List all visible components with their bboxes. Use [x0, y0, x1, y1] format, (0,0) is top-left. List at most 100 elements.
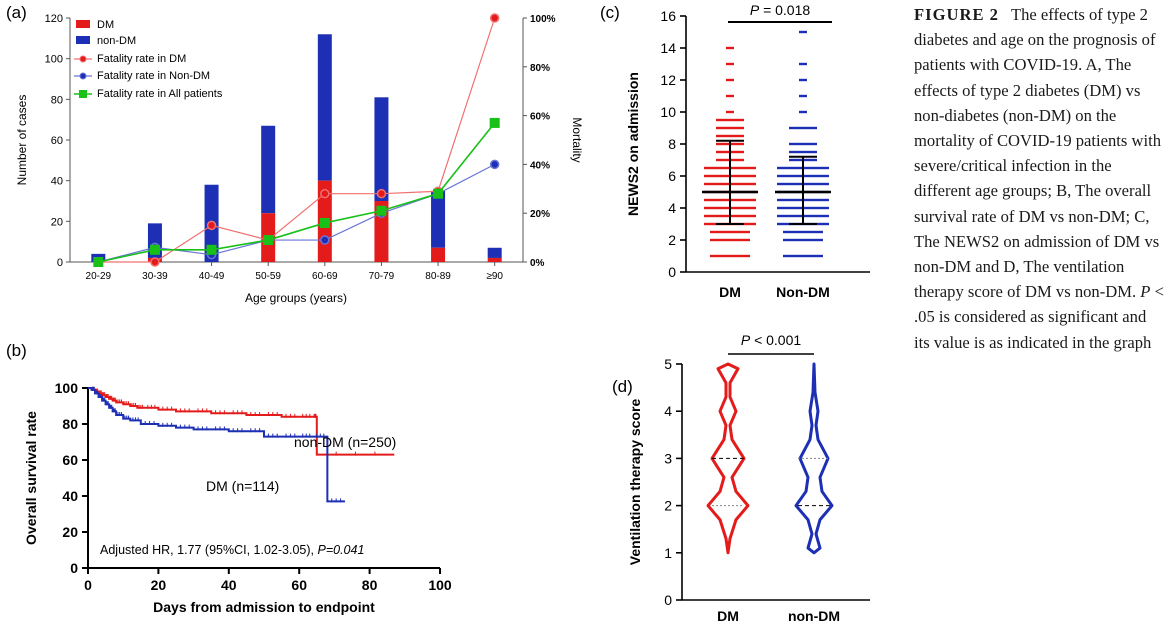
panel-c-xtick-dm: DM	[719, 284, 741, 300]
violin-non-dm	[794, 362, 834, 555]
dot-row-dm	[726, 62, 734, 66]
panel-d-ylabel: Ventilation therapy score	[627, 399, 643, 566]
panel-b-nondm-label: non-DM (n=250)	[294, 434, 396, 450]
panel-d-ytick-label: 2	[664, 498, 672, 514]
panel-b-ytick-label: 100	[55, 380, 79, 396]
figure-caption: FIGURE 2 The effects of type 2 diabetes a…	[914, 2, 1166, 355]
legend-dm-label: DM	[97, 19, 114, 31]
bar-nondm	[317, 34, 332, 181]
panel-a-ytick-label: 40	[51, 176, 63, 188]
fatality-dm-line	[98, 17, 496, 263]
panel-a-right-tick-label: 60%	[530, 112, 550, 123]
panel-a-right-tick-label: 0%	[530, 258, 545, 269]
dot-row-non-dm	[789, 150, 817, 154]
panel-a-chart: (a) 0 20 40 60 80 100 120 0% 20% 40% 60% 80% 100% 2…	[6, 3, 584, 305]
panel-c-annotation: P = 0.018	[750, 2, 811, 18]
legend-fatality-dm-marker	[79, 55, 87, 63]
panel-b-ytick-label: 0	[70, 560, 78, 576]
panel-a-right-tick-label: 40%	[530, 160, 550, 171]
dot-row-non-dm	[789, 126, 817, 130]
legend-dm-swatch	[76, 20, 90, 28]
panel-a-right-tick-label: 100%	[530, 14, 556, 25]
fatality-all-point	[149, 244, 160, 255]
panel-a-ytick-label: 0	[57, 257, 63, 269]
panel-a-xtick-label: 50-59	[255, 271, 281, 282]
panel-c-ytick-label: 12	[660, 72, 676, 88]
panel-a-xlabel: Age groups (years)	[245, 291, 347, 305]
panel-c-ytick-label: 0	[668, 264, 676, 280]
panel-b-ytick-label: 20	[62, 524, 78, 540]
panel-c-ytick-label: 14	[660, 40, 676, 56]
legend-nondm-swatch	[76, 36, 90, 44]
dot-row-non-dm	[799, 78, 807, 82]
dot-row-dm	[710, 230, 750, 234]
panel-a-xtick-label: ≥90	[486, 271, 503, 282]
dot-row-non-dm	[783, 230, 823, 234]
panel-d-label: (d)	[612, 377, 633, 396]
panel-a-xtick-label: 60-69	[312, 271, 338, 282]
fatality-all-point	[489, 117, 500, 128]
panel-c-ylabel: NEWS2 on admission	[625, 72, 641, 216]
fatality-dm-point	[206, 220, 217, 231]
violin-dm	[706, 362, 750, 555]
panel-c-ytick-label: 2	[668, 232, 676, 248]
dot-row-dm	[716, 134, 744, 138]
bar-nondm	[261, 125, 276, 214]
dot-row-dm	[726, 110, 734, 114]
panel-b-xtick-label: 60	[291, 577, 307, 593]
panel-a-xtick-label: 30-39	[142, 271, 168, 282]
fatality-dm-point	[150, 257, 160, 267]
panel-d-ytick-label: 1	[664, 545, 672, 561]
dot-row-dm	[710, 254, 750, 258]
panel-b-label: (b)	[6, 341, 27, 360]
fatality-nondm-point	[489, 159, 500, 170]
panel-d-xtick-dm: DM	[717, 608, 739, 624]
panel-b-xtick-label: 0	[84, 577, 92, 593]
dot-row-dm	[726, 78, 734, 82]
panel-d-ytick-label: 5	[664, 356, 672, 372]
panel-c-ytick-label: 16	[660, 8, 676, 24]
dot-row-dm	[716, 126, 744, 130]
dot-row-non-dm	[783, 238, 823, 242]
panel-b-ylabel: Overall survival rate	[23, 411, 39, 545]
fatality-all-point	[319, 217, 330, 228]
panel-d-ytick-label: 3	[664, 450, 672, 466]
panel-d-annotation: P < 0.001	[741, 332, 802, 348]
panel-a-xtick-label: 40-49	[199, 271, 225, 282]
dot-row-dm	[716, 118, 744, 122]
caption-tail: < .05 is considered as significant and i…	[914, 282, 1164, 352]
panel-a-ytick-label: 120	[45, 13, 63, 25]
fatality-all-point	[206, 244, 217, 255]
panel-d-chart: (d) 0 1 2 3 4 5 P < 0.001 Ventilation therapy…	[612, 332, 870, 624]
fatality-all-point	[263, 235, 274, 246]
panel-a-ytick-label: 80	[51, 94, 63, 106]
panel-b-ytick-label: 40	[62, 488, 78, 504]
panel-c-ytick-label: 10	[660, 104, 676, 120]
legend-fatality-all-marker	[79, 90, 87, 98]
dot-row-non-dm	[799, 110, 807, 114]
dot-row-non-dm	[799, 94, 807, 98]
fatality-nondm-point	[320, 235, 330, 245]
bar-nondm	[487, 247, 502, 258]
legend-fatality-nondm-label: Fatality rate in Non-DM	[97, 70, 210, 82]
panel-b-dm-label: DM (n=114)	[206, 478, 279, 494]
panel-b-ytick-label: 60	[62, 452, 78, 468]
bar-dm	[431, 247, 446, 262]
panel-d-xtick-nondm: non-DM	[788, 608, 840, 624]
caption-label: FIGURE 2	[914, 5, 999, 24]
panel-a-xtick-label: 70-79	[369, 271, 395, 282]
panel-a-ytick-label: 20	[51, 216, 63, 228]
caption-text: The effects of type 2 diabetes and age o…	[914, 5, 1162, 302]
panel-a-xtick-label: 20-29	[86, 271, 112, 282]
fatality-dm-point	[489, 13, 500, 23]
fatality-all-point	[376, 205, 387, 216]
panel-d-ytick-label: 0	[664, 592, 672, 608]
fatality-dm-point	[376, 188, 387, 199]
dot-row-non-dm	[783, 254, 823, 258]
panel-b-xtick-label: 80	[362, 577, 378, 593]
dot-row-non-dm	[789, 142, 817, 146]
panel-a-ytick-label: 60	[51, 135, 63, 147]
panel-d-ytick-label: 4	[664, 403, 672, 419]
bar-nondm	[431, 190, 446, 248]
caption-p-symbol: P	[1140, 282, 1151, 302]
